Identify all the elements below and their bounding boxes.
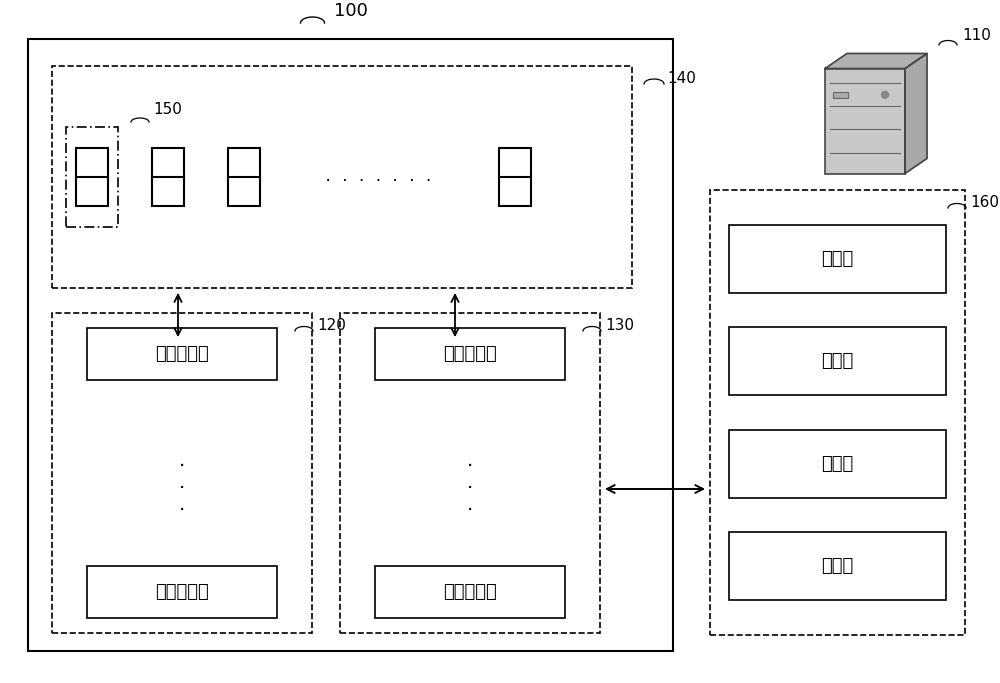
Text: .: .: [179, 451, 185, 471]
Polygon shape: [905, 53, 927, 173]
Text: 第一机器人: 第一机器人: [155, 345, 209, 363]
Bar: [66, 127, 118, 227]
Bar: [729, 430, 946, 498]
Bar: [499, 148, 531, 206]
Bar: [729, 225, 946, 292]
Bar: [152, 148, 184, 206]
Bar: [340, 313, 600, 633]
Bar: [87, 328, 277, 380]
Text: 封包台: 封包台: [821, 249, 854, 268]
Bar: [76, 148, 108, 206]
Circle shape: [882, 92, 889, 98]
Bar: [729, 327, 946, 395]
Polygon shape: [825, 53, 927, 68]
FancyBboxPatch shape: [825, 68, 905, 173]
Text: . . . . . . .: . . . . . . .: [324, 170, 432, 184]
Text: 封包台: 封包台: [821, 352, 854, 370]
Text: 封包台: 封包台: [821, 455, 854, 473]
Text: 第二机器人: 第二机器人: [443, 345, 497, 363]
Text: 160: 160: [970, 195, 999, 210]
Text: 130: 130: [605, 318, 634, 333]
Text: .: .: [467, 473, 473, 492]
Text: 100: 100: [334, 2, 367, 20]
Text: 150: 150: [153, 102, 182, 117]
Bar: [833, 92, 848, 98]
Bar: [28, 39, 673, 651]
Bar: [52, 66, 632, 288]
Text: .: .: [179, 473, 185, 492]
Text: 140: 140: [667, 71, 696, 86]
Bar: [52, 313, 312, 633]
Text: 120: 120: [317, 318, 346, 333]
Bar: [710, 190, 965, 635]
Text: 110: 110: [962, 27, 991, 42]
Text: .: .: [467, 451, 473, 471]
Text: 第二机器人: 第二机器人: [443, 583, 497, 601]
Bar: [228, 148, 260, 206]
Text: .: .: [179, 495, 185, 514]
Bar: [375, 566, 565, 618]
Bar: [729, 533, 946, 600]
Text: .: .: [467, 495, 473, 514]
Text: 封包台: 封包台: [821, 557, 854, 575]
Bar: [87, 566, 277, 618]
Text: 第一机器人: 第一机器人: [155, 583, 209, 601]
Bar: [375, 328, 565, 380]
